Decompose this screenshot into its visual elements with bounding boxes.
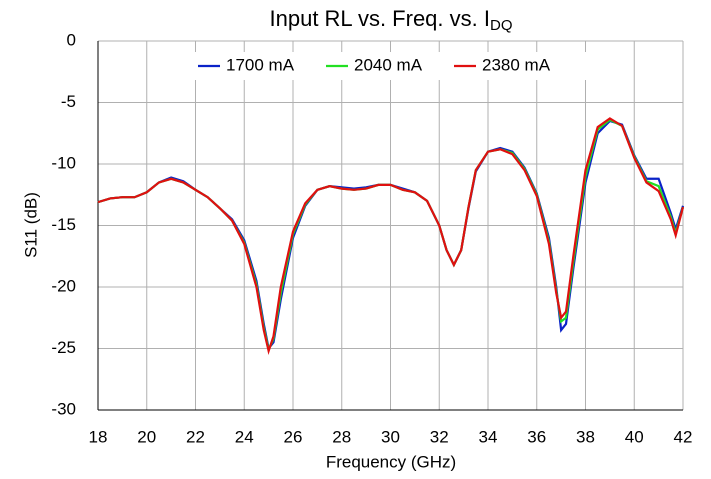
x-tick-label: 38 — [576, 427, 595, 446]
x-tick-label: 26 — [284, 427, 303, 446]
x-tick-label: 20 — [137, 427, 156, 446]
chart-title: Input RL vs. Freq. vs. IDQ — [270, 6, 513, 34]
x-tick-label: 34 — [479, 427, 498, 446]
x-tick-label: 18 — [89, 427, 108, 446]
y-tick-label: -10 — [51, 153, 76, 172]
x-tick-label: 42 — [674, 427, 693, 446]
y-tick-label: -20 — [51, 276, 76, 295]
title-main: Input RL vs. Freq. vs. I — [270, 6, 490, 31]
x-tick-label: 40 — [625, 427, 644, 446]
x-tick-label: 24 — [235, 427, 254, 446]
y-tick-label: -30 — [51, 399, 76, 418]
y-tick-label: -25 — [51, 338, 76, 357]
y-tick-label: -5 — [61, 92, 76, 111]
x-tick-label: 32 — [430, 427, 449, 446]
x-axis-label: Frequency (GHz) — [326, 452, 456, 471]
y-axis-label: S11 (dB) — [21, 192, 40, 258]
legend: 1700 mA 2040 mA 2380 mA — [192, 52, 588, 80]
y-tick-label: 0 — [67, 30, 76, 49]
data-line — [97, 117, 685, 356]
x-tick-label: 30 — [381, 427, 400, 446]
x-tick-label: 22 — [186, 427, 205, 446]
legend-label: 2040 mA — [354, 55, 423, 74]
legend-box — [192, 52, 588, 80]
title-subscript: DQ — [490, 17, 513, 34]
x-tick-label: 36 — [527, 427, 546, 446]
legend-label: 1700 mA — [226, 55, 295, 74]
x-tick-label: 28 — [332, 427, 351, 446]
y-tick-label: -15 — [51, 215, 76, 234]
legend-label: 2380 mA — [482, 55, 551, 74]
